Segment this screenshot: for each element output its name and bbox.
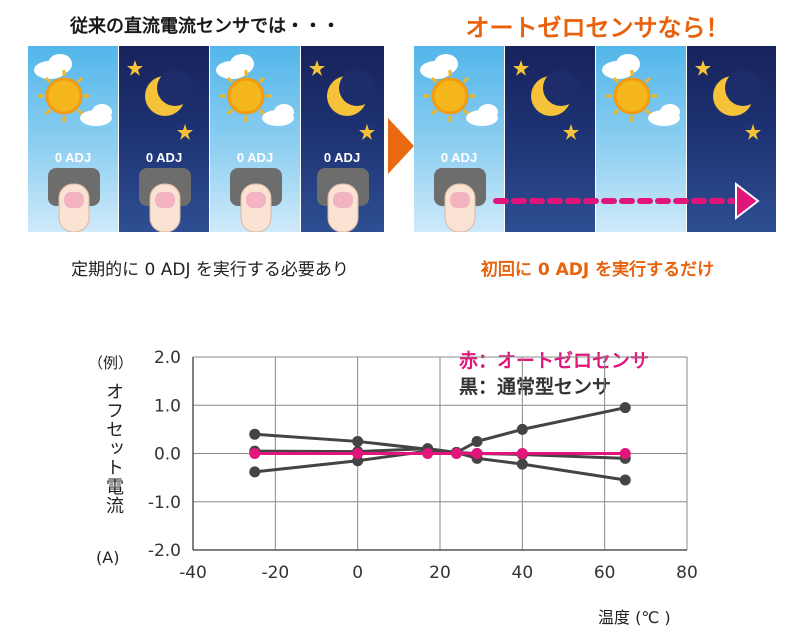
data-point — [516, 458, 528, 470]
cloud-icon — [420, 54, 458, 79]
day-panel: 0 ADJ — [414, 46, 504, 232]
offset-current-chart: -40 -20 0 20 40 60 80 2.0 1.0 0.0 -1.0 -2.0 — [148, 348, 698, 583]
example-label: （例） — [88, 354, 134, 372]
transition-arrow-icon — [388, 118, 414, 174]
star-icon — [127, 60, 143, 76]
sun-icon — [220, 70, 272, 122]
data-point — [516, 448, 528, 459]
data-point — [352, 448, 364, 459]
legend-auto-zero: 赤：オートゼロセンサ — [459, 350, 650, 372]
moon-icon — [713, 70, 761, 116]
x-tick-label: 40 — [512, 563, 534, 583]
x-tick-label: -20 — [261, 563, 289, 583]
y-axis-title: オフセット電流 — [103, 382, 124, 515]
data-point — [422, 448, 434, 459]
data-point — [450, 448, 462, 459]
cloud-icon — [466, 104, 498, 126]
auto-zero-sensor-illustration: 0 ADJ — [414, 46, 776, 232]
x-axis-title: 温度 (℃ ) — [598, 608, 671, 627]
adj-label: 0 ADJ — [54, 150, 92, 165]
star-icon — [695, 60, 711, 76]
y-tick-label: -1.0 — [148, 493, 181, 513]
star-icon — [309, 60, 325, 76]
cloud-icon — [262, 104, 294, 126]
data-point — [471, 448, 483, 459]
series-line — [254, 406, 626, 455]
x-tick-label: -40 — [179, 563, 207, 583]
y-tick-label: -2.0 — [148, 541, 181, 561]
data-point — [619, 402, 631, 414]
left-title: 従来の直流電流センサでは・・・ — [70, 16, 340, 37]
night-panel: 0 ADJ — [119, 46, 209, 232]
right-caption: 初回に 0 ADJ を実行するだけ — [480, 260, 715, 280]
adj-label: 0 ADJ — [236, 150, 274, 165]
x-tick-label: 0 — [352, 563, 363, 583]
day-panel: 0 ADJ — [28, 46, 118, 232]
star-icon — [359, 124, 375, 140]
cloud-icon — [602, 54, 640, 79]
finger-button-icon — [434, 168, 486, 232]
y-tick-label: 1.0 — [154, 396, 181, 416]
right-title: オートゼロセンサなら！ — [465, 14, 730, 42]
finger-button-icon — [317, 168, 369, 232]
adj-label: 0 ADJ — [145, 150, 183, 165]
data-point — [249, 428, 261, 440]
data-point — [516, 423, 528, 435]
x-tick-label: 80 — [676, 563, 698, 583]
conventional-sensor-illustration: 0 ADJ 0 ADJ 0 ADJ 0 ADJ — [28, 46, 384, 232]
finger-button-icon — [139, 168, 191, 232]
data-point — [249, 466, 261, 478]
continuous-arrow — [493, 181, 760, 221]
cloud-icon — [648, 104, 680, 126]
star-icon — [513, 60, 529, 76]
y-tick-label: 2.0 — [154, 348, 181, 368]
moon-icon — [327, 70, 375, 116]
adj-label: 0 ADJ — [323, 150, 361, 165]
cloud-icon — [80, 104, 112, 126]
data-point — [619, 474, 631, 486]
arrow-head-icon — [735, 181, 760, 221]
x-tick-label: 60 — [594, 563, 616, 583]
data-point — [619, 448, 631, 459]
data-point — [249, 448, 261, 459]
star-icon — [563, 124, 579, 140]
night-panel: 0 ADJ — [301, 46, 384, 232]
finger-button-icon — [230, 168, 282, 232]
sun-icon — [424, 70, 476, 122]
cloud-icon — [34, 54, 72, 79]
cloud-icon — [216, 54, 254, 79]
adj-label: 0 ADJ — [440, 150, 478, 165]
left-caption: 定期的に 0 ADJ を実行する必要あり — [71, 260, 349, 280]
moon-icon — [145, 70, 193, 116]
finger-button-icon — [48, 168, 100, 232]
legend-conventional: 黒：通常型センサ — [459, 376, 612, 398]
day-panel: 0 ADJ — [210, 46, 300, 232]
star-icon — [177, 124, 193, 140]
y-tick-label: 0.0 — [154, 445, 181, 465]
sun-icon — [606, 70, 658, 122]
moon-icon — [531, 70, 579, 116]
x-tick-label: 20 — [429, 563, 451, 583]
data-point — [471, 435, 483, 447]
y-axis-unit: (A) — [96, 548, 120, 567]
sun-icon — [38, 70, 90, 122]
star-icon — [745, 124, 761, 140]
data-point — [352, 435, 364, 447]
